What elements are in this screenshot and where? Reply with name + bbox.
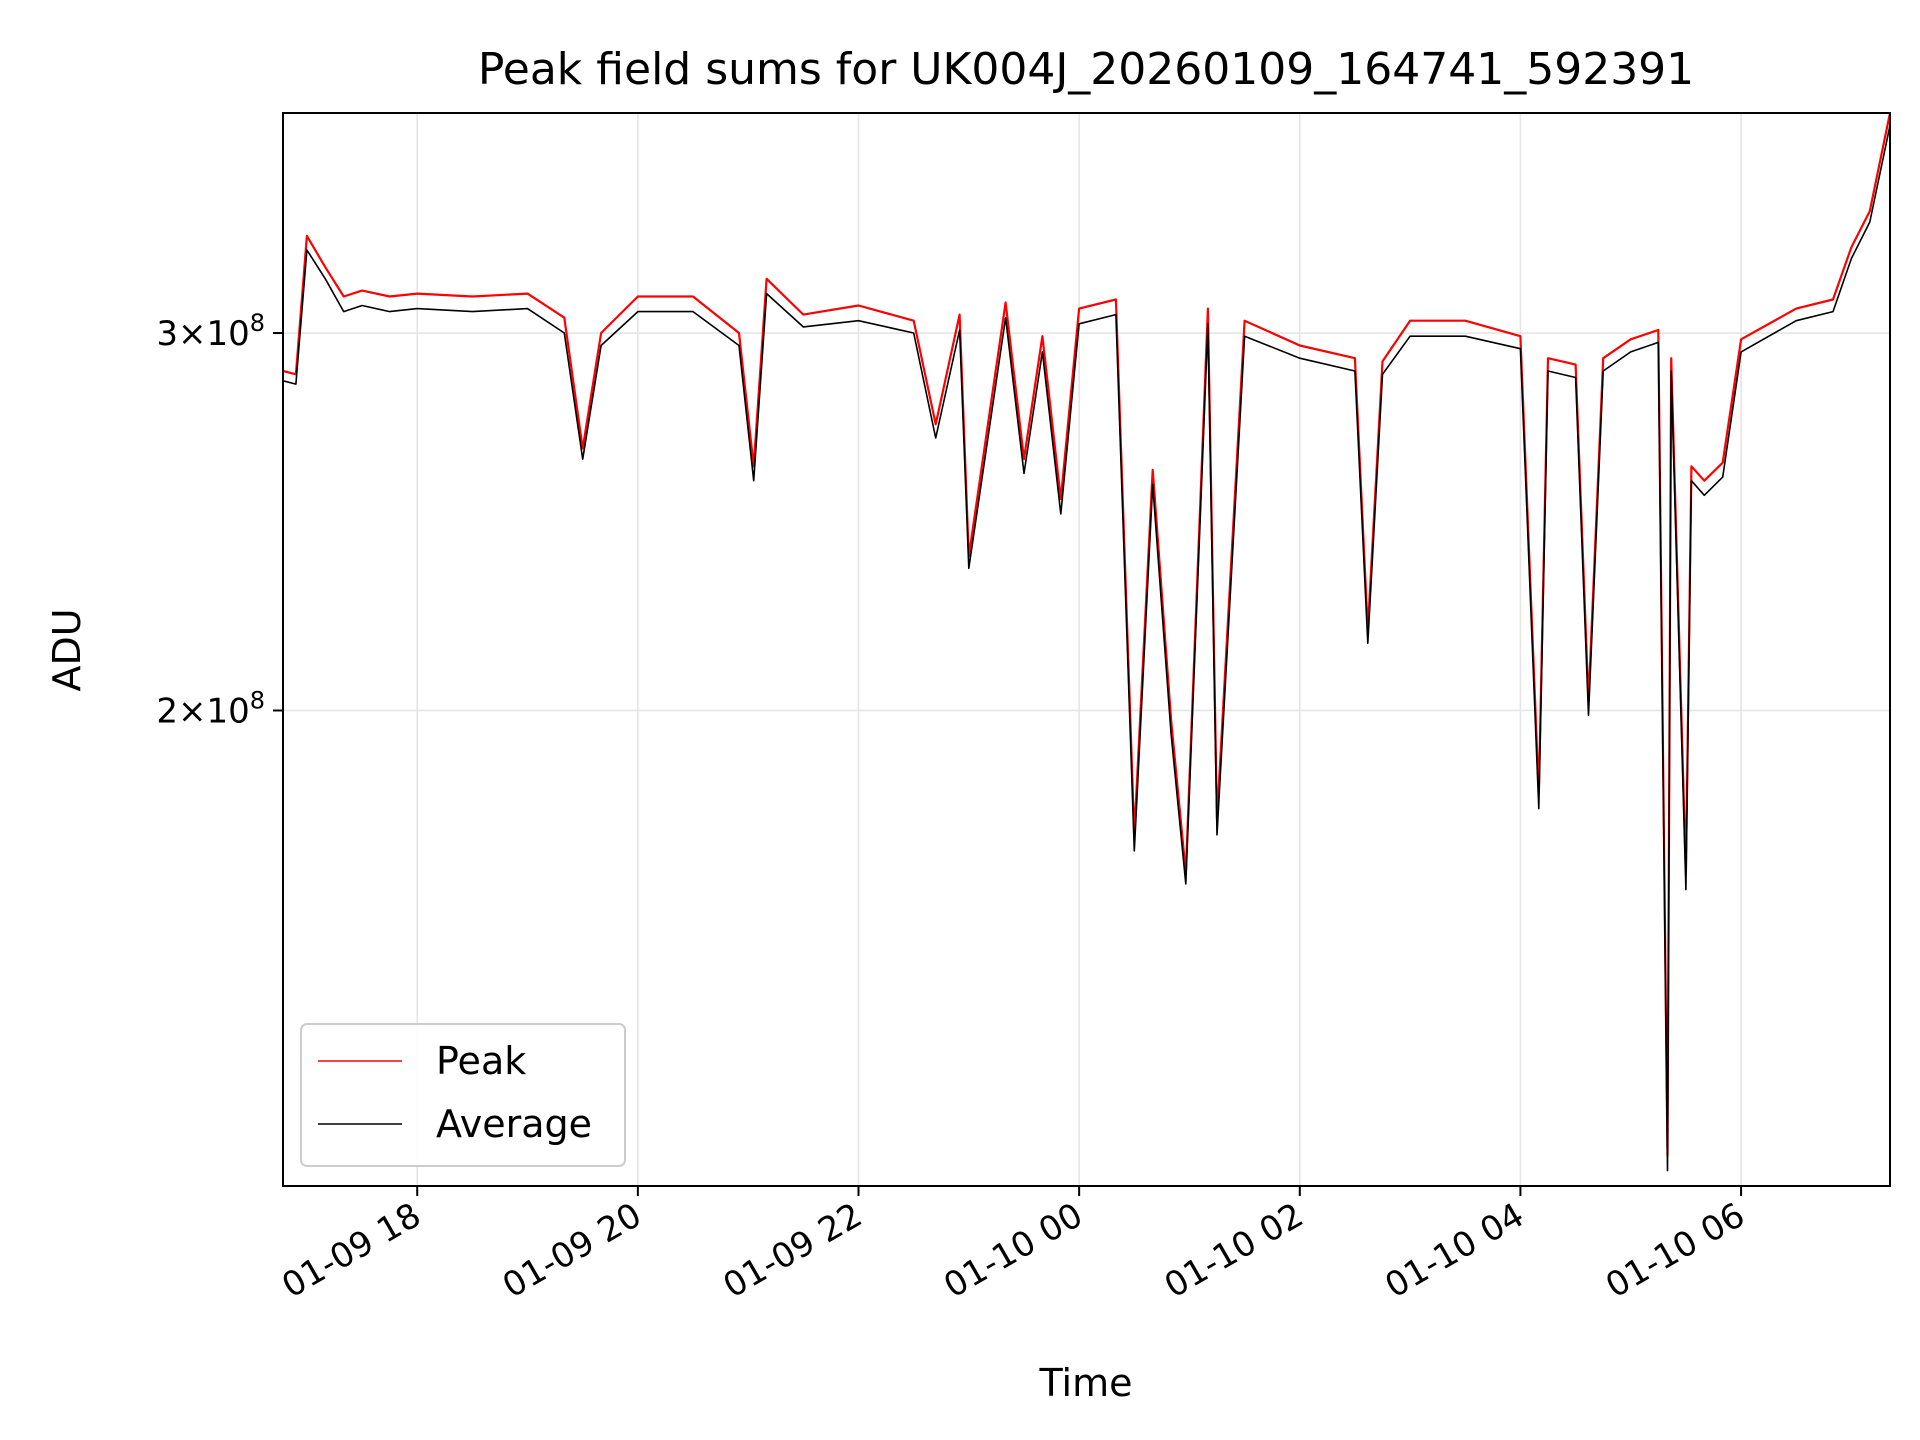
y-axis-ticks: 2×108 3×108: [156, 309, 283, 731]
x-tick-label: 01-09 18: [275, 1195, 427, 1306]
series-lines: [283, 113, 1890, 1172]
y-axis-label: ADU: [45, 608, 89, 691]
series-line-peak: [283, 113, 1890, 1157]
x-tick-label: 01-09 22: [717, 1195, 869, 1306]
grid-lines: [283, 113, 1890, 1186]
x-tick-label: 01-10 04: [1379, 1195, 1531, 1306]
legend: Peak Average: [300, 1023, 626, 1167]
y-tick-label: 2×108: [156, 686, 265, 731]
x-tick-label: 01-10 02: [1158, 1195, 1310, 1306]
x-tick-label: 01-10 00: [937, 1195, 1089, 1306]
x-axis-ticks: 01-09 18 01-09 20 01-09 22 01-10 00 01-10 02…: [275, 1186, 1752, 1306]
x-axis-label: Time: [1039, 1361, 1133, 1405]
legend-box: [300, 1023, 626, 1167]
x-tick-label: 01-10 06: [1599, 1195, 1751, 1306]
chart-title: Peak field sums for UK004J_20260109_1647…: [478, 44, 1694, 95]
legend-label-average: Average: [436, 1102, 592, 1146]
x-tick-label: 01-09 20: [496, 1195, 648, 1306]
legend-label-peak: Peak: [436, 1039, 526, 1083]
series-line-average: [283, 125, 1890, 1172]
plot-frame: [282, 112, 1891, 1187]
y-tick-label: 3×108: [156, 309, 265, 354]
